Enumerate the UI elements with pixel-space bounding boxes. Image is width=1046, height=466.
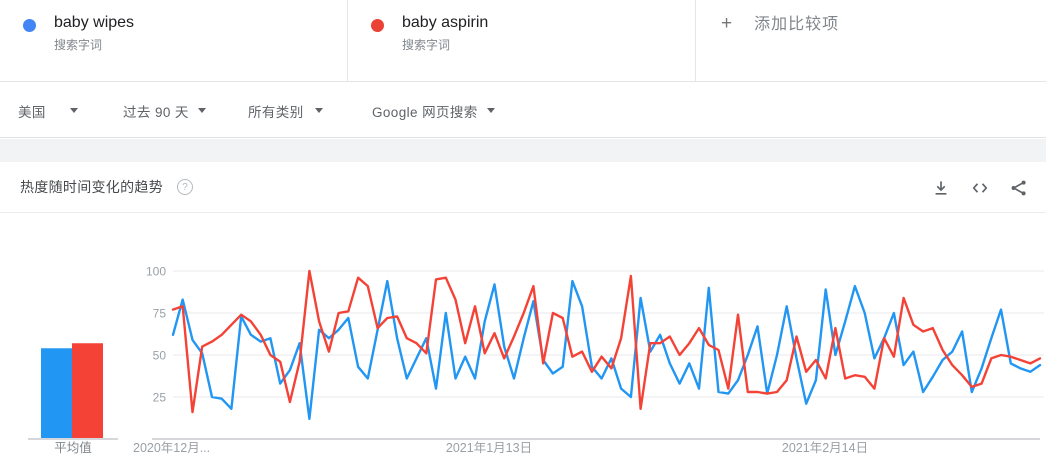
- series-dot-red-icon: [371, 19, 384, 32]
- y-tick-label: 25: [153, 391, 167, 405]
- series-line-baby-wipes: [171, 279, 1042, 421]
- filter-region-label: 美国: [18, 104, 46, 120]
- add-comparison-button[interactable]: + 添加比较项: [696, 0, 1046, 81]
- series-dot-blue-icon: [23, 19, 36, 32]
- add-comparison-label: 添加比较项: [754, 16, 840, 33]
- filter-region-dropdown[interactable]: 美国: [18, 83, 78, 138]
- term-title: baby aspirin: [402, 14, 489, 31]
- x-tick-label: 2021年1月13日: [446, 441, 532, 455]
- term-card-baby-wipes[interactable]: baby wipes 搜索字词: [0, 0, 348, 81]
- y-tick-label: 100: [146, 265, 166, 279]
- term-subtitle: 搜索字词: [54, 38, 103, 52]
- filter-bar: 美国 过去 90 天 所有类别 Google 网页搜索: [0, 83, 1046, 138]
- share-icon[interactable]: [1008, 177, 1030, 199]
- chevron-down-icon: [69, 108, 78, 113]
- filter-timerange-label: 过去 90 天: [123, 104, 189, 120]
- y-tick-label: 50: [153, 349, 167, 363]
- filter-timerange-dropdown[interactable]: 过去 90 天: [123, 83, 206, 138]
- help-icon[interactable]: ?: [177, 179, 193, 195]
- download-icon[interactable]: [930, 177, 952, 199]
- card-title: 热度随时间变化的趋势: [20, 179, 163, 195]
- card-header: 热度随时间变化的趋势 ?: [0, 162, 1046, 213]
- filter-searchtype-label: Google 网页搜索: [372, 104, 478, 120]
- plus-icon: +: [721, 13, 733, 34]
- filter-searchtype-dropdown[interactable]: Google 网页搜索: [372, 83, 495, 138]
- chevron-down-icon: [314, 108, 323, 113]
- page-background-gap: [0, 139, 1046, 162]
- filter-category-label: 所有类别: [248, 104, 304, 120]
- x-tick-label: 2020年12月...: [133, 441, 210, 455]
- trends-chart[interactable]: 25 50 75 100 平均值 2020年12月... 2021年1月13日 2021年2月…: [0, 213, 1046, 466]
- term-card-baby-aspirin[interactable]: baby aspirin 搜索字词: [348, 0, 696, 81]
- x-tick-label: 2021年2月14日: [782, 441, 868, 455]
- embed-icon[interactable]: [969, 177, 991, 199]
- y-tick-label: 75: [153, 307, 167, 321]
- average-bar-baby-aspirin: [72, 343, 103, 439]
- chevron-down-icon: [197, 108, 206, 113]
- term-title: baby wipes: [54, 14, 135, 31]
- compare-strip: baby wipes 搜索字词 baby aspirin 搜索字词 + 添加比较…: [0, 0, 1046, 82]
- chevron-down-icon: [486, 108, 495, 113]
- series-line-baby-aspirin: [171, 269, 1042, 414]
- average-bar-baby-wipes: [41, 348, 72, 439]
- filter-category-dropdown[interactable]: 所有类别: [248, 83, 323, 138]
- average-label: 平均值: [54, 440, 92, 455]
- interest-over-time-card: 热度随时间变化的趋势 ?: [0, 162, 1046, 466]
- term-subtitle: 搜索字词: [402, 38, 451, 52]
